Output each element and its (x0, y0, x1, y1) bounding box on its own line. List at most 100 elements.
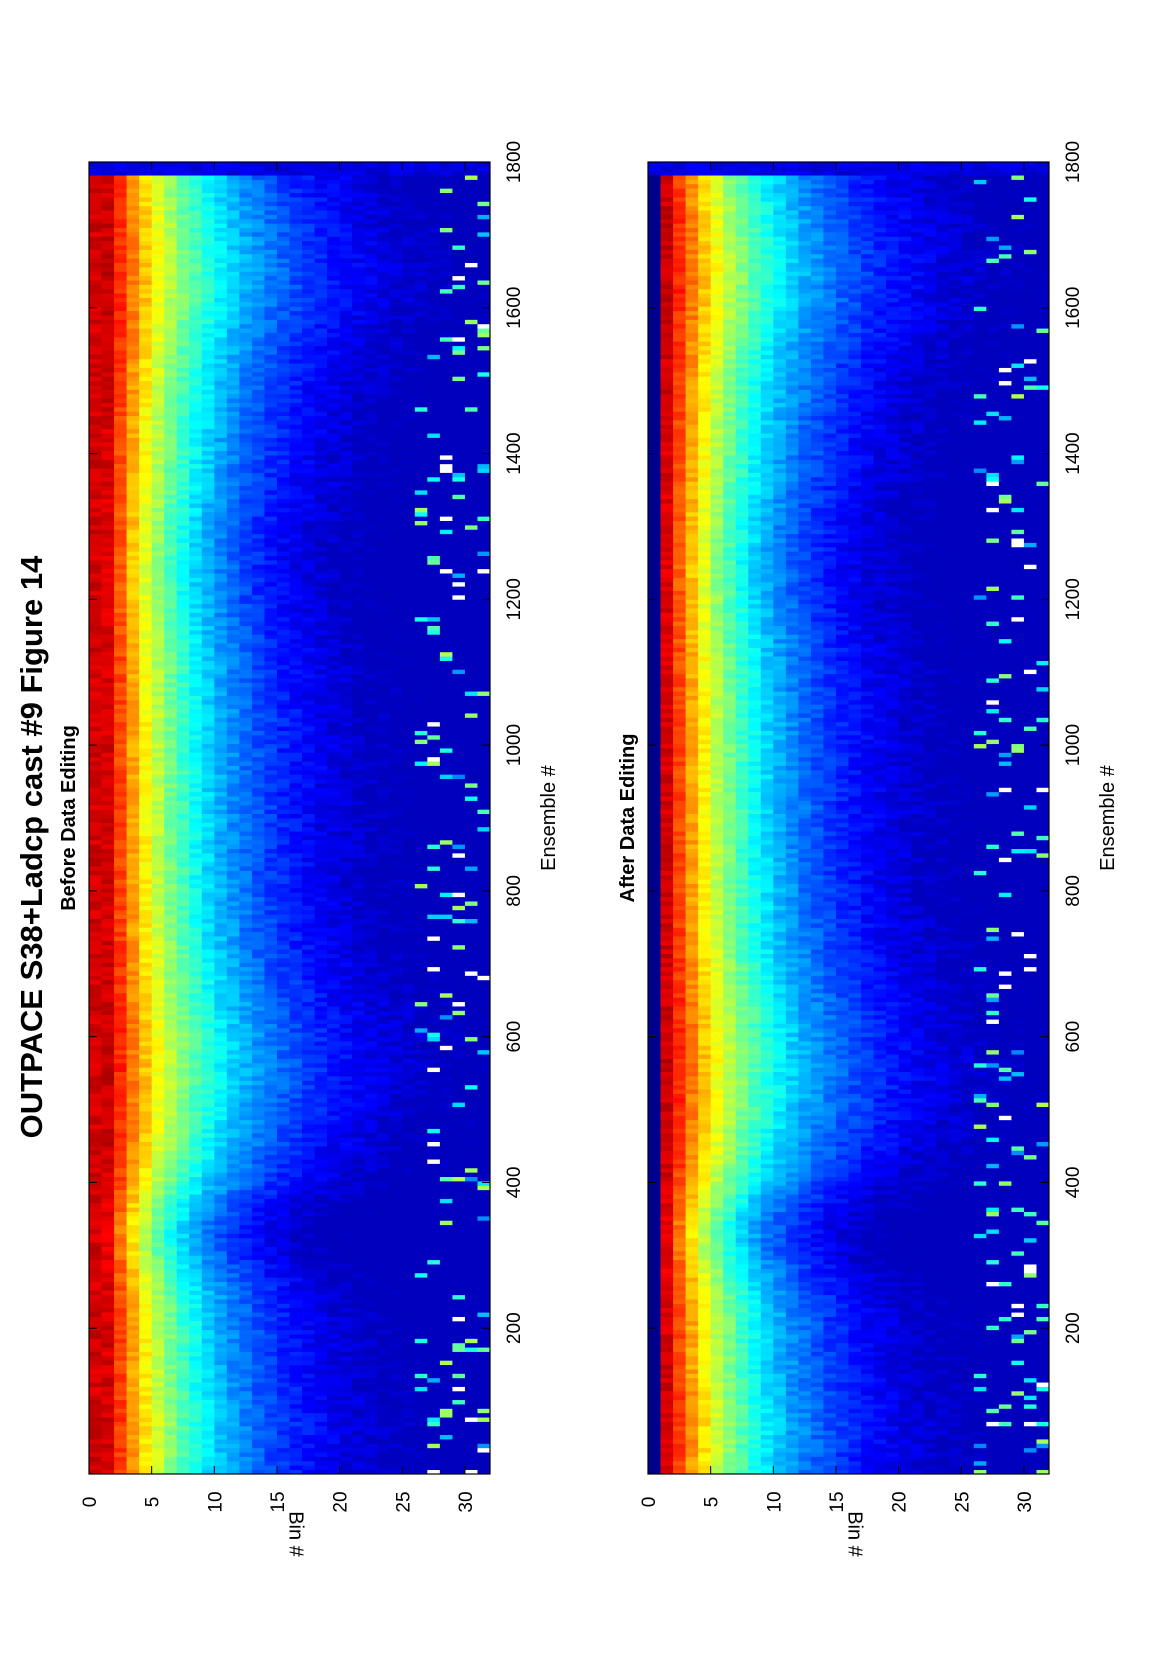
heatmap-cell (176, 1320, 190, 1326)
heatmap-cell (264, 992, 278, 998)
heatmap-cell (339, 1290, 353, 1296)
heatmap-cell (439, 1185, 453, 1191)
heatmap-cell (164, 800, 178, 806)
heatmap-cell (402, 1010, 416, 1016)
heatmap-cell (226, 1382, 240, 1387)
heatmap-cell (464, 1364, 478, 1370)
heatmap-cell (302, 1202, 315, 1208)
heatmap-cell (189, 1058, 203, 1064)
heatmap-cell (176, 1054, 190, 1059)
heatmap-cell (352, 992, 366, 998)
heatmap-cell (114, 1093, 127, 1099)
heatmap-cell (139, 1342, 153, 1348)
heatmap-cell (176, 1334, 190, 1339)
heatmap-cell (176, 866, 190, 871)
heatmap-cell (239, 1137, 253, 1143)
heatmap-cell (452, 1469, 466, 1474)
heatmap-cell (114, 1347, 127, 1352)
heatmap-cell (264, 1202, 278, 1208)
heatmap-cell (176, 1014, 190, 1020)
heatmap-cell (327, 1211, 341, 1217)
heatmap-cell (176, 1084, 190, 1090)
heatmap-cell (151, 826, 165, 832)
heatmap-cell (414, 940, 428, 946)
heatmap-cell (201, 1132, 215, 1138)
heatmap-cell (251, 835, 265, 841)
heatmap-cell (226, 1001, 240, 1007)
heatmap-cell (176, 1233, 190, 1239)
heatmap-cell (414, 1369, 428, 1374)
heatmap-cell (327, 835, 341, 841)
heatmap-cell (114, 1255, 127, 1261)
heatmap-cell (189, 800, 203, 806)
heatmap-cell (464, 1268, 478, 1274)
heatmap-cell (327, 839, 341, 845)
heatmap-cell (364, 992, 378, 998)
heatmap-cell (226, 1084, 240, 1090)
heatmap-cell (377, 896, 391, 902)
heatmap-cell (114, 866, 127, 871)
heatmap-cell (302, 975, 315, 981)
heatmap-cell (276, 962, 290, 968)
heatmap-cell (201, 822, 215, 828)
heatmap-cell (477, 1386, 490, 1392)
heatmap-cell (114, 879, 127, 884)
heatmap-cell (402, 1395, 416, 1401)
heatmap-cell (339, 1137, 353, 1143)
heatmap-cell (352, 887, 366, 893)
heatmap-cell (402, 1237, 416, 1243)
heatmap-cell (89, 1434, 102, 1440)
heatmap-cell (439, 1023, 453, 1029)
heatmap-cell (189, 1386, 203, 1392)
heatmap-cell (289, 1045, 303, 1051)
heatmap-cell (377, 1211, 391, 1217)
heatmap-cell (389, 1185, 403, 1191)
heatmap-cell (452, 822, 466, 828)
heatmap-cell (439, 1342, 453, 1348)
heatmap-cell (101, 1325, 115, 1331)
heatmap-cell (139, 866, 153, 871)
heatmap-cell (139, 1439, 153, 1444)
heatmap-cell (176, 1041, 190, 1046)
heatmap-cell (427, 887, 441, 893)
heatmap-cell (377, 1329, 391, 1335)
heatmap-cell (89, 1198, 102, 1204)
heatmap-cell (89, 1404, 102, 1409)
heatmap-cell (414, 866, 428, 871)
heatmap-cell (151, 1390, 165, 1396)
heatmap-cell (327, 1364, 341, 1370)
heatmap-cell (226, 809, 240, 815)
heatmap-cell (402, 1032, 416, 1038)
heatmap-cell (151, 992, 165, 998)
heatmap-cell (189, 804, 203, 810)
heatmap-cell (464, 1439, 478, 1444)
heatmap-cell (464, 1430, 478, 1436)
heatmap-cell (126, 988, 140, 994)
heatmap-cell (226, 909, 240, 915)
heatmap-cell (352, 1412, 366, 1418)
heatmap-cell (251, 1001, 265, 1007)
heatmap-cell (464, 1115, 478, 1121)
heatmap-cell (477, 1137, 490, 1143)
heatmap-cell (427, 1264, 441, 1269)
heatmap-cell (139, 1373, 153, 1379)
heatmap-cell (427, 813, 441, 819)
heatmap-cell (239, 944, 253, 950)
heatmap-cell (151, 1167, 165, 1173)
heatmap-cell (414, 1023, 428, 1029)
heatmap-cell (314, 966, 328, 972)
heatmap-cell (276, 1014, 290, 1020)
heatmap-cell (214, 857, 228, 863)
heatmap-cell (176, 922, 190, 928)
heatmap-cell (214, 804, 228, 810)
heatmap-cell (302, 813, 315, 819)
heatmap-cell (264, 1010, 278, 1016)
heatmap-cell (477, 1001, 490, 1007)
heatmap-cell (452, 1167, 466, 1173)
heatmap-cell (176, 1185, 190, 1191)
heatmap-cell (439, 1329, 453, 1335)
heatmap-cell (414, 984, 428, 989)
heatmap-cell (226, 1115, 240, 1121)
heatmap-cell (164, 1027, 178, 1033)
heatmap-cell (427, 1089, 441, 1094)
